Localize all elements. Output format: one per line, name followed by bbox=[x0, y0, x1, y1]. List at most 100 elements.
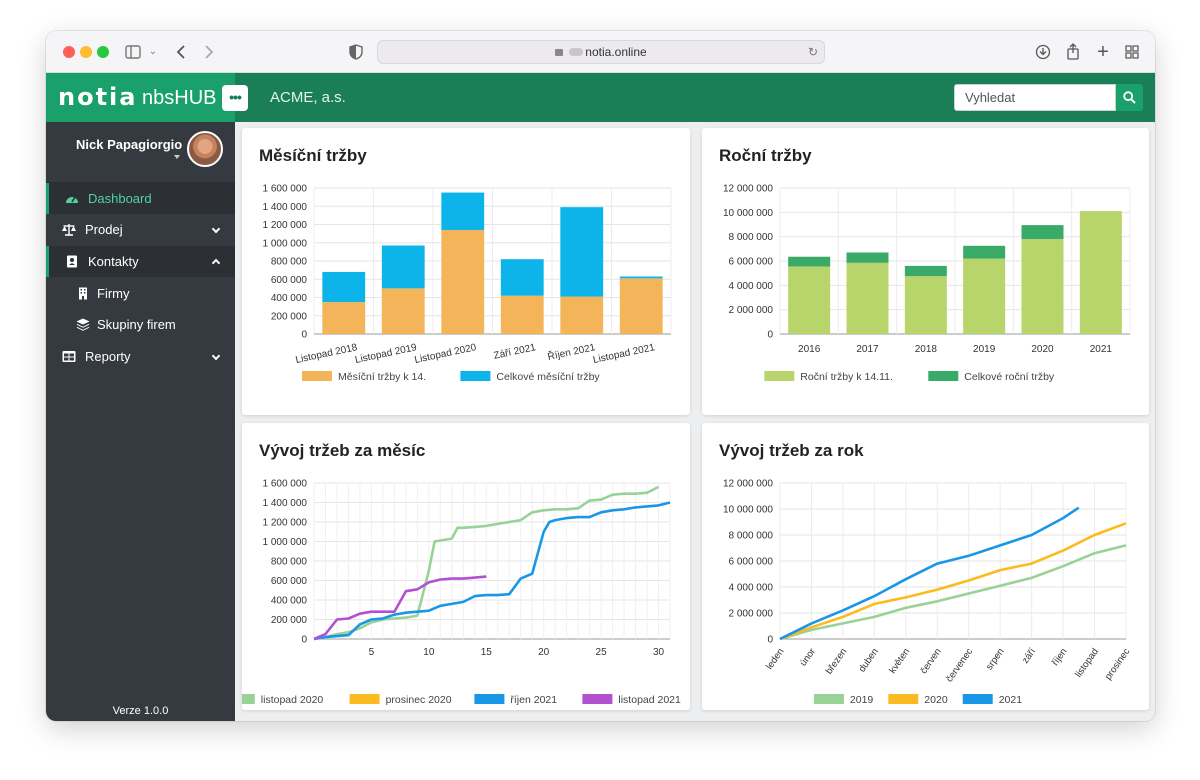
bar-partial bbox=[846, 262, 889, 334]
legend-swatch bbox=[928, 371, 959, 381]
table-icon bbox=[62, 351, 76, 362]
y-tick-label: 2 000 000 bbox=[729, 609, 774, 620]
building-icon bbox=[79, 287, 87, 300]
app-header: notia nbsHUB ••• ACME, a.s. bbox=[46, 73, 1155, 122]
close-window-button[interactable] bbox=[63, 46, 75, 58]
sidebar-item-dashboard[interactable]: Dashboard bbox=[46, 183, 235, 214]
bar-partial bbox=[322, 302, 366, 334]
bar-total bbox=[846, 252, 889, 263]
bar-partial bbox=[560, 296, 604, 334]
sidebar-item-skupiny-firem[interactable]: Skupiny firem bbox=[46, 309, 235, 340]
series-line bbox=[779, 506, 1080, 641]
bar-total bbox=[788, 256, 831, 267]
sidebar-item-label: Dashboard bbox=[88, 191, 152, 206]
y-tick-label: 1 400 000 bbox=[263, 498, 308, 509]
x-tick-label: červen bbox=[918, 646, 943, 676]
legend-swatch bbox=[349, 694, 380, 704]
legend-swatch bbox=[888, 694, 919, 704]
y-tick-label: 0 bbox=[767, 635, 773, 646]
legend-swatch bbox=[962, 694, 993, 704]
lock-icon bbox=[555, 49, 564, 56]
sidebar-item-reporty[interactable]: Reporty bbox=[46, 341, 235, 372]
y-tick-label: 12 000 000 bbox=[723, 479, 773, 490]
x-tick-label: říjen bbox=[1050, 646, 1070, 667]
legend-swatch bbox=[582, 694, 613, 704]
bar-total bbox=[500, 259, 544, 296]
x-tick-label: Listopad 2019 bbox=[354, 342, 418, 366]
more-apps-button[interactable]: ••• bbox=[222, 85, 248, 111]
avatar[interactable] bbox=[187, 131, 223, 167]
y-tick-label: 1 200 000 bbox=[263, 518, 308, 529]
sidebar-item-label: Skupiny firem bbox=[97, 317, 176, 332]
x-tick-label: červenec bbox=[944, 646, 975, 684]
series-line bbox=[779, 544, 1127, 641]
download-icon[interactable] bbox=[1034, 41, 1052, 63]
sidebar-item-kontakty[interactable]: Kontakty bbox=[46, 246, 235, 277]
series-line bbox=[313, 501, 671, 641]
caret-down-icon[interactable] bbox=[174, 155, 180, 159]
chevron-down-icon bbox=[211, 224, 221, 234]
legend-label: listopad 2020 bbox=[261, 694, 324, 706]
search-icon bbox=[1123, 91, 1136, 104]
bar-partial bbox=[381, 288, 425, 334]
bar-partial bbox=[963, 258, 1006, 334]
forward-arrow-icon[interactable] bbox=[200, 41, 218, 63]
reload-icon[interactable]: ↻ bbox=[807, 45, 818, 59]
legend-label: listopad 2021 bbox=[618, 694, 681, 706]
chevron-down-icon[interactable]: ⌄ bbox=[148, 46, 158, 57]
layers-icon bbox=[76, 318, 90, 331]
card-title: Vývoj tržeb za měsíc bbox=[259, 441, 426, 460]
chevron-down-icon bbox=[211, 351, 221, 361]
sidebar-item-label: Reporty bbox=[85, 349, 131, 364]
card-monthly-sales: Měsíční tržby 0 200 000 400 000 600 000 800 … bbox=[242, 128, 690, 415]
bar-partial bbox=[904, 276, 947, 334]
bar-total bbox=[381, 245, 425, 289]
new-tab-icon[interactable]: + bbox=[1097, 41, 1109, 63]
bar-partial bbox=[788, 266, 831, 334]
x-tick-label: květen bbox=[887, 646, 912, 675]
y-tick-label: 1 000 000 bbox=[263, 238, 308, 249]
sidebar-item-prodej[interactable]: Prodej bbox=[46, 214, 235, 245]
x-tick-label: 2020 bbox=[1031, 344, 1054, 355]
series-line bbox=[779, 522, 1127, 641]
x-tick-label: prosinec bbox=[1103, 646, 1133, 682]
x-tick-label: 20 bbox=[538, 647, 550, 658]
bar-total bbox=[619, 276, 663, 279]
y-tick-label: 0 bbox=[301, 330, 307, 341]
legend-label: říjen 2021 bbox=[510, 694, 557, 706]
minimize-window-button[interactable] bbox=[80, 46, 92, 58]
zoom-window-button[interactable] bbox=[97, 46, 109, 58]
y-tick-label: 1 400 000 bbox=[263, 202, 308, 213]
notia-logo[interactable]: notia bbox=[58, 83, 138, 111]
y-tick-label: 200 000 bbox=[271, 615, 308, 626]
search-button[interactable] bbox=[1116, 84, 1143, 111]
x-tick-label: 2016 bbox=[798, 344, 821, 355]
bar-partial bbox=[441, 229, 485, 334]
sidebar-item-firmy[interactable]: Firmy bbox=[46, 278, 235, 309]
legend-label: 2019 bbox=[850, 694, 874, 706]
search-input[interactable] bbox=[954, 84, 1116, 111]
legend-label: 2021 bbox=[999, 694, 1023, 706]
card-title: Roční tržby bbox=[719, 146, 812, 165]
monthly-trend-chart: 0 200 000 400 000 600 000 800 000 1 000 000 1 … bbox=[242, 479, 681, 706]
user-menu[interactable]: Nick Papagiorgio bbox=[46, 122, 235, 183]
sidebar-toggle-icon[interactable] bbox=[124, 41, 142, 63]
share-icon[interactable] bbox=[1064, 41, 1082, 63]
chevron-up-icon bbox=[211, 258, 221, 268]
browser-toolbar: ⌄ notia.online ↻ + bbox=[46, 31, 1155, 73]
x-tick-label: 2019 bbox=[973, 344, 996, 355]
gauge-icon bbox=[66, 196, 78, 203]
legend-label: 2020 bbox=[924, 694, 948, 706]
y-tick-label: 4 000 000 bbox=[729, 281, 774, 292]
x-tick-label: 2018 bbox=[915, 344, 938, 355]
card-monthly-trend: Vývoj tržeb za měsíc 0 200 000 400 000 600 … bbox=[242, 423, 690, 710]
address-bar[interactable]: notia.online ↻ bbox=[377, 40, 825, 64]
back-arrow-icon[interactable] bbox=[172, 41, 190, 63]
bar-total bbox=[904, 265, 947, 277]
x-tick-label: 10 bbox=[423, 647, 435, 658]
privacy-shield-icon[interactable] bbox=[347, 41, 365, 63]
legend-swatch bbox=[460, 371, 491, 381]
y-tick-label: 1 600 000 bbox=[263, 479, 308, 490]
tab-overview-icon[interactable] bbox=[1123, 41, 1141, 63]
y-tick-label: 4 000 000 bbox=[729, 583, 774, 594]
